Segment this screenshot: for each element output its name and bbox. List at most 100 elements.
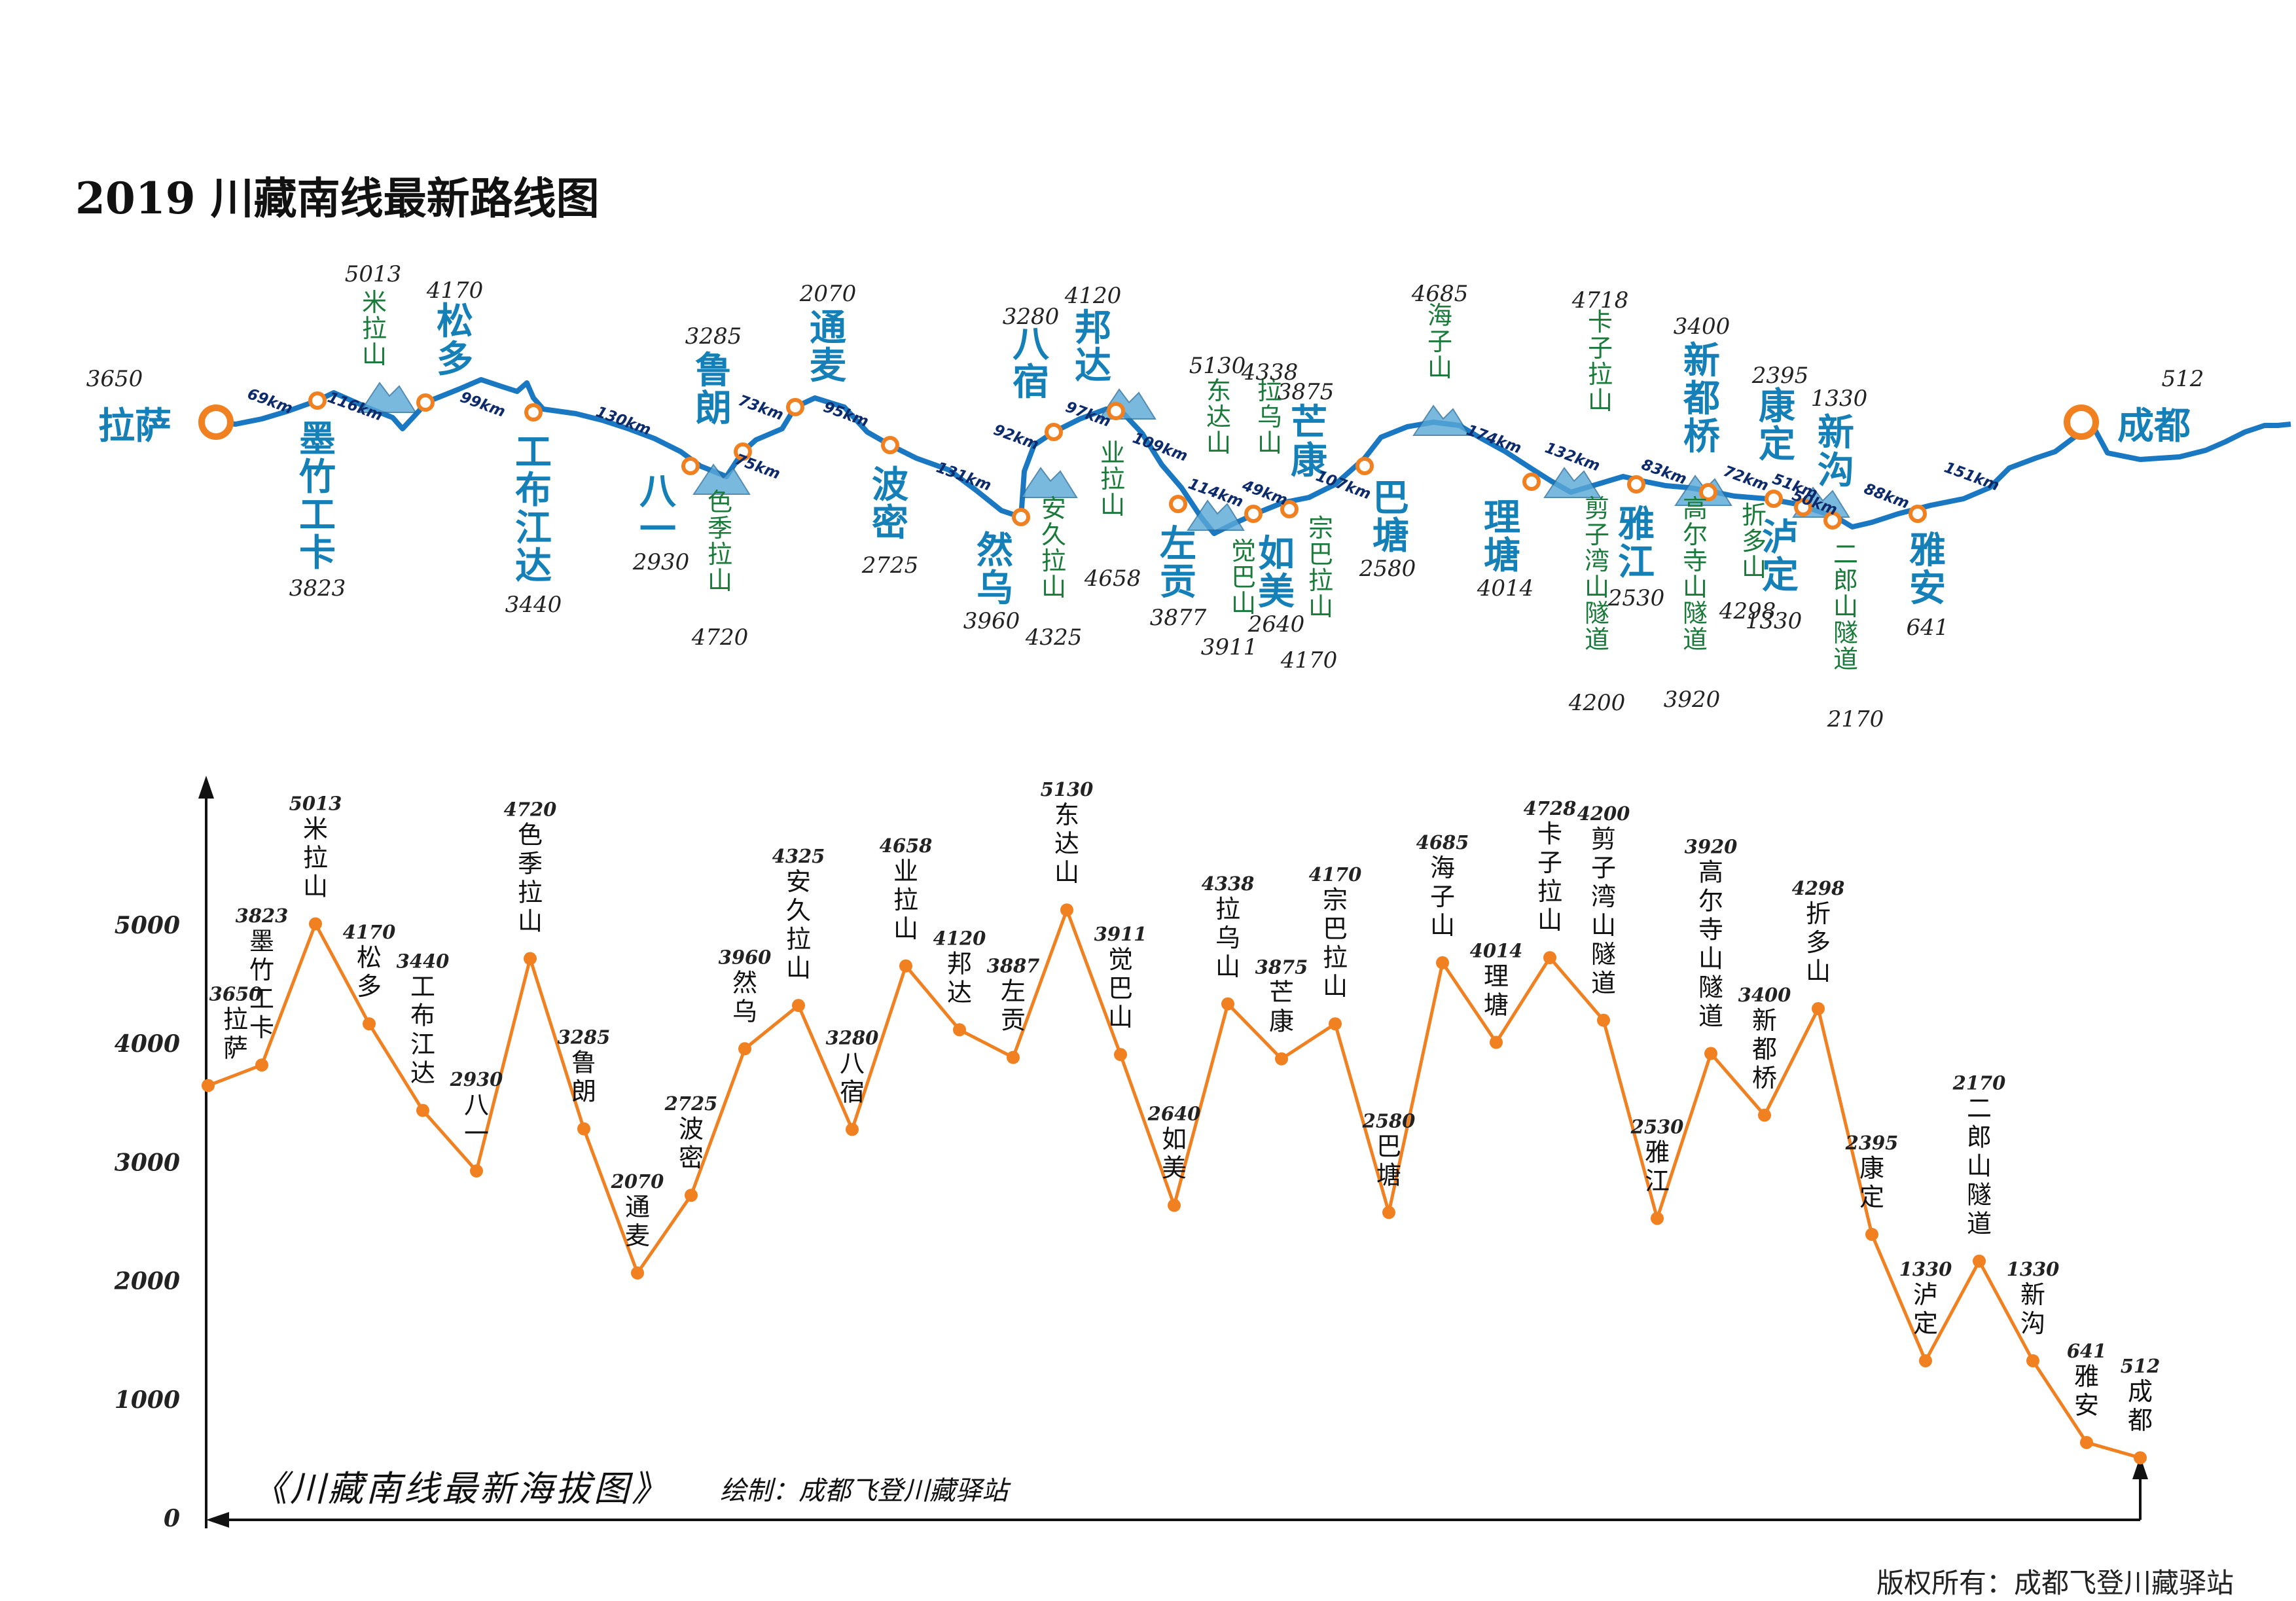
point-marker xyxy=(202,1079,215,1092)
svg-text:密: 密 xyxy=(872,502,908,545)
point-marker xyxy=(1221,997,1234,1011)
x-axis-arrow-left xyxy=(206,1512,229,1528)
svg-text:寺: 寺 xyxy=(1698,916,1723,944)
svg-text:江: 江 xyxy=(515,507,552,550)
town-elevation: 1330 xyxy=(1746,608,1803,634)
point-marker xyxy=(1060,903,1073,917)
svg-text:业: 业 xyxy=(1100,439,1125,467)
point-marker xyxy=(470,1164,483,1178)
svg-text:理: 理 xyxy=(1484,962,1509,991)
svg-text:卡: 卡 xyxy=(249,1013,274,1042)
svg-text:定: 定 xyxy=(1759,423,1795,466)
pass-elevation: 2170 xyxy=(1827,706,1884,732)
town-name: 成都 xyxy=(2117,405,2191,448)
point-name-label: 邦达 xyxy=(947,949,972,1007)
point-name-label: 芒康 xyxy=(1269,979,1294,1036)
town-elevation: 2530 xyxy=(1607,585,1665,611)
pass-name: 觉巴山 xyxy=(1231,537,1256,618)
point-value-label: 2930 xyxy=(450,1068,503,1090)
town-dot xyxy=(681,457,700,475)
point-marker xyxy=(2080,1435,2093,1449)
svg-text:山: 山 xyxy=(1588,386,1613,415)
svg-text:贡: 贡 xyxy=(1001,1006,1026,1035)
point-marker xyxy=(1865,1227,1878,1241)
svg-text:尔: 尔 xyxy=(1698,887,1723,916)
point-value-label: 4120 xyxy=(933,927,986,949)
svg-text:雅: 雅 xyxy=(1645,1138,1670,1166)
svg-text:拉: 拉 xyxy=(1215,895,1240,924)
svg-text:海: 海 xyxy=(1430,854,1455,882)
town-elevation: 3960 xyxy=(963,608,1020,634)
point-value-label: 2070 xyxy=(611,1170,664,1193)
svg-text:山: 山 xyxy=(1231,589,1256,618)
mountain-icon xyxy=(1020,467,1078,498)
pass-elevation: 5130 xyxy=(1189,353,1246,379)
svg-text:鲁: 鲁 xyxy=(695,350,732,392)
chart-credit: 绘制：成都飞登川藏驿站 xyxy=(720,1476,1008,1506)
point-marker xyxy=(2134,1451,2147,1465)
svg-text:拉: 拉 xyxy=(223,1005,248,1034)
point-marker xyxy=(1812,1002,1825,1016)
svg-text:定: 定 xyxy=(1859,1183,1884,1212)
svg-text:安: 安 xyxy=(786,867,811,896)
point-name-label: 通麦 xyxy=(625,1193,650,1250)
point-marker xyxy=(685,1189,698,1202)
svg-text:高: 高 xyxy=(1698,858,1723,887)
point-marker xyxy=(1597,1013,1610,1027)
point-value-label: 4170 xyxy=(343,921,396,943)
svg-text:子: 子 xyxy=(1430,882,1455,911)
svg-text:山: 山 xyxy=(1257,429,1282,458)
svg-text:新: 新 xyxy=(2020,1280,2045,1309)
town-marker: 拉萨 3650 xyxy=(86,366,234,448)
svg-text:子: 子 xyxy=(1537,848,1562,877)
town-marker: 波密 2725 xyxy=(861,436,918,579)
svg-text:乌: 乌 xyxy=(1215,924,1240,952)
pass-name: 业拉山 xyxy=(1100,439,1125,520)
point-name-label: 折多山 xyxy=(1806,899,1831,986)
svg-text:江: 江 xyxy=(410,1030,435,1059)
point-marker xyxy=(1543,951,1556,965)
svg-text:麦: 麦 xyxy=(625,1221,650,1250)
town-marker: 成都 512 xyxy=(2064,366,2204,448)
svg-text:塘: 塘 xyxy=(1376,1160,1401,1189)
point-name-label: 松多 xyxy=(357,943,382,1001)
svg-text:布: 布 xyxy=(410,1001,435,1030)
point-name-label: 成都 xyxy=(2128,1377,2153,1435)
svg-text:季: 季 xyxy=(708,514,732,543)
svg-text:八: 八 xyxy=(840,1049,865,1078)
point-marker xyxy=(1704,1047,1717,1060)
svg-text:山: 山 xyxy=(1100,491,1125,520)
point-marker xyxy=(899,959,912,973)
town-name: 巴塘 xyxy=(1372,477,1409,558)
svg-text:多: 多 xyxy=(1742,527,1767,556)
point-name-label: 觉巴山 xyxy=(1108,945,1133,1032)
town-name: 左贡 xyxy=(1160,523,1196,603)
svg-text:通: 通 xyxy=(625,1193,650,1221)
point-marker xyxy=(1275,1052,1288,1066)
svg-text:宿: 宿 xyxy=(840,1078,865,1107)
svg-text:隧: 隧 xyxy=(1698,973,1723,1002)
town-elevation: 3400 xyxy=(1674,314,1731,340)
town-name: 泸定 xyxy=(1762,516,1799,597)
point-value-label: 2395 xyxy=(1845,1132,1899,1154)
svg-text:郎: 郎 xyxy=(1967,1123,1992,1152)
